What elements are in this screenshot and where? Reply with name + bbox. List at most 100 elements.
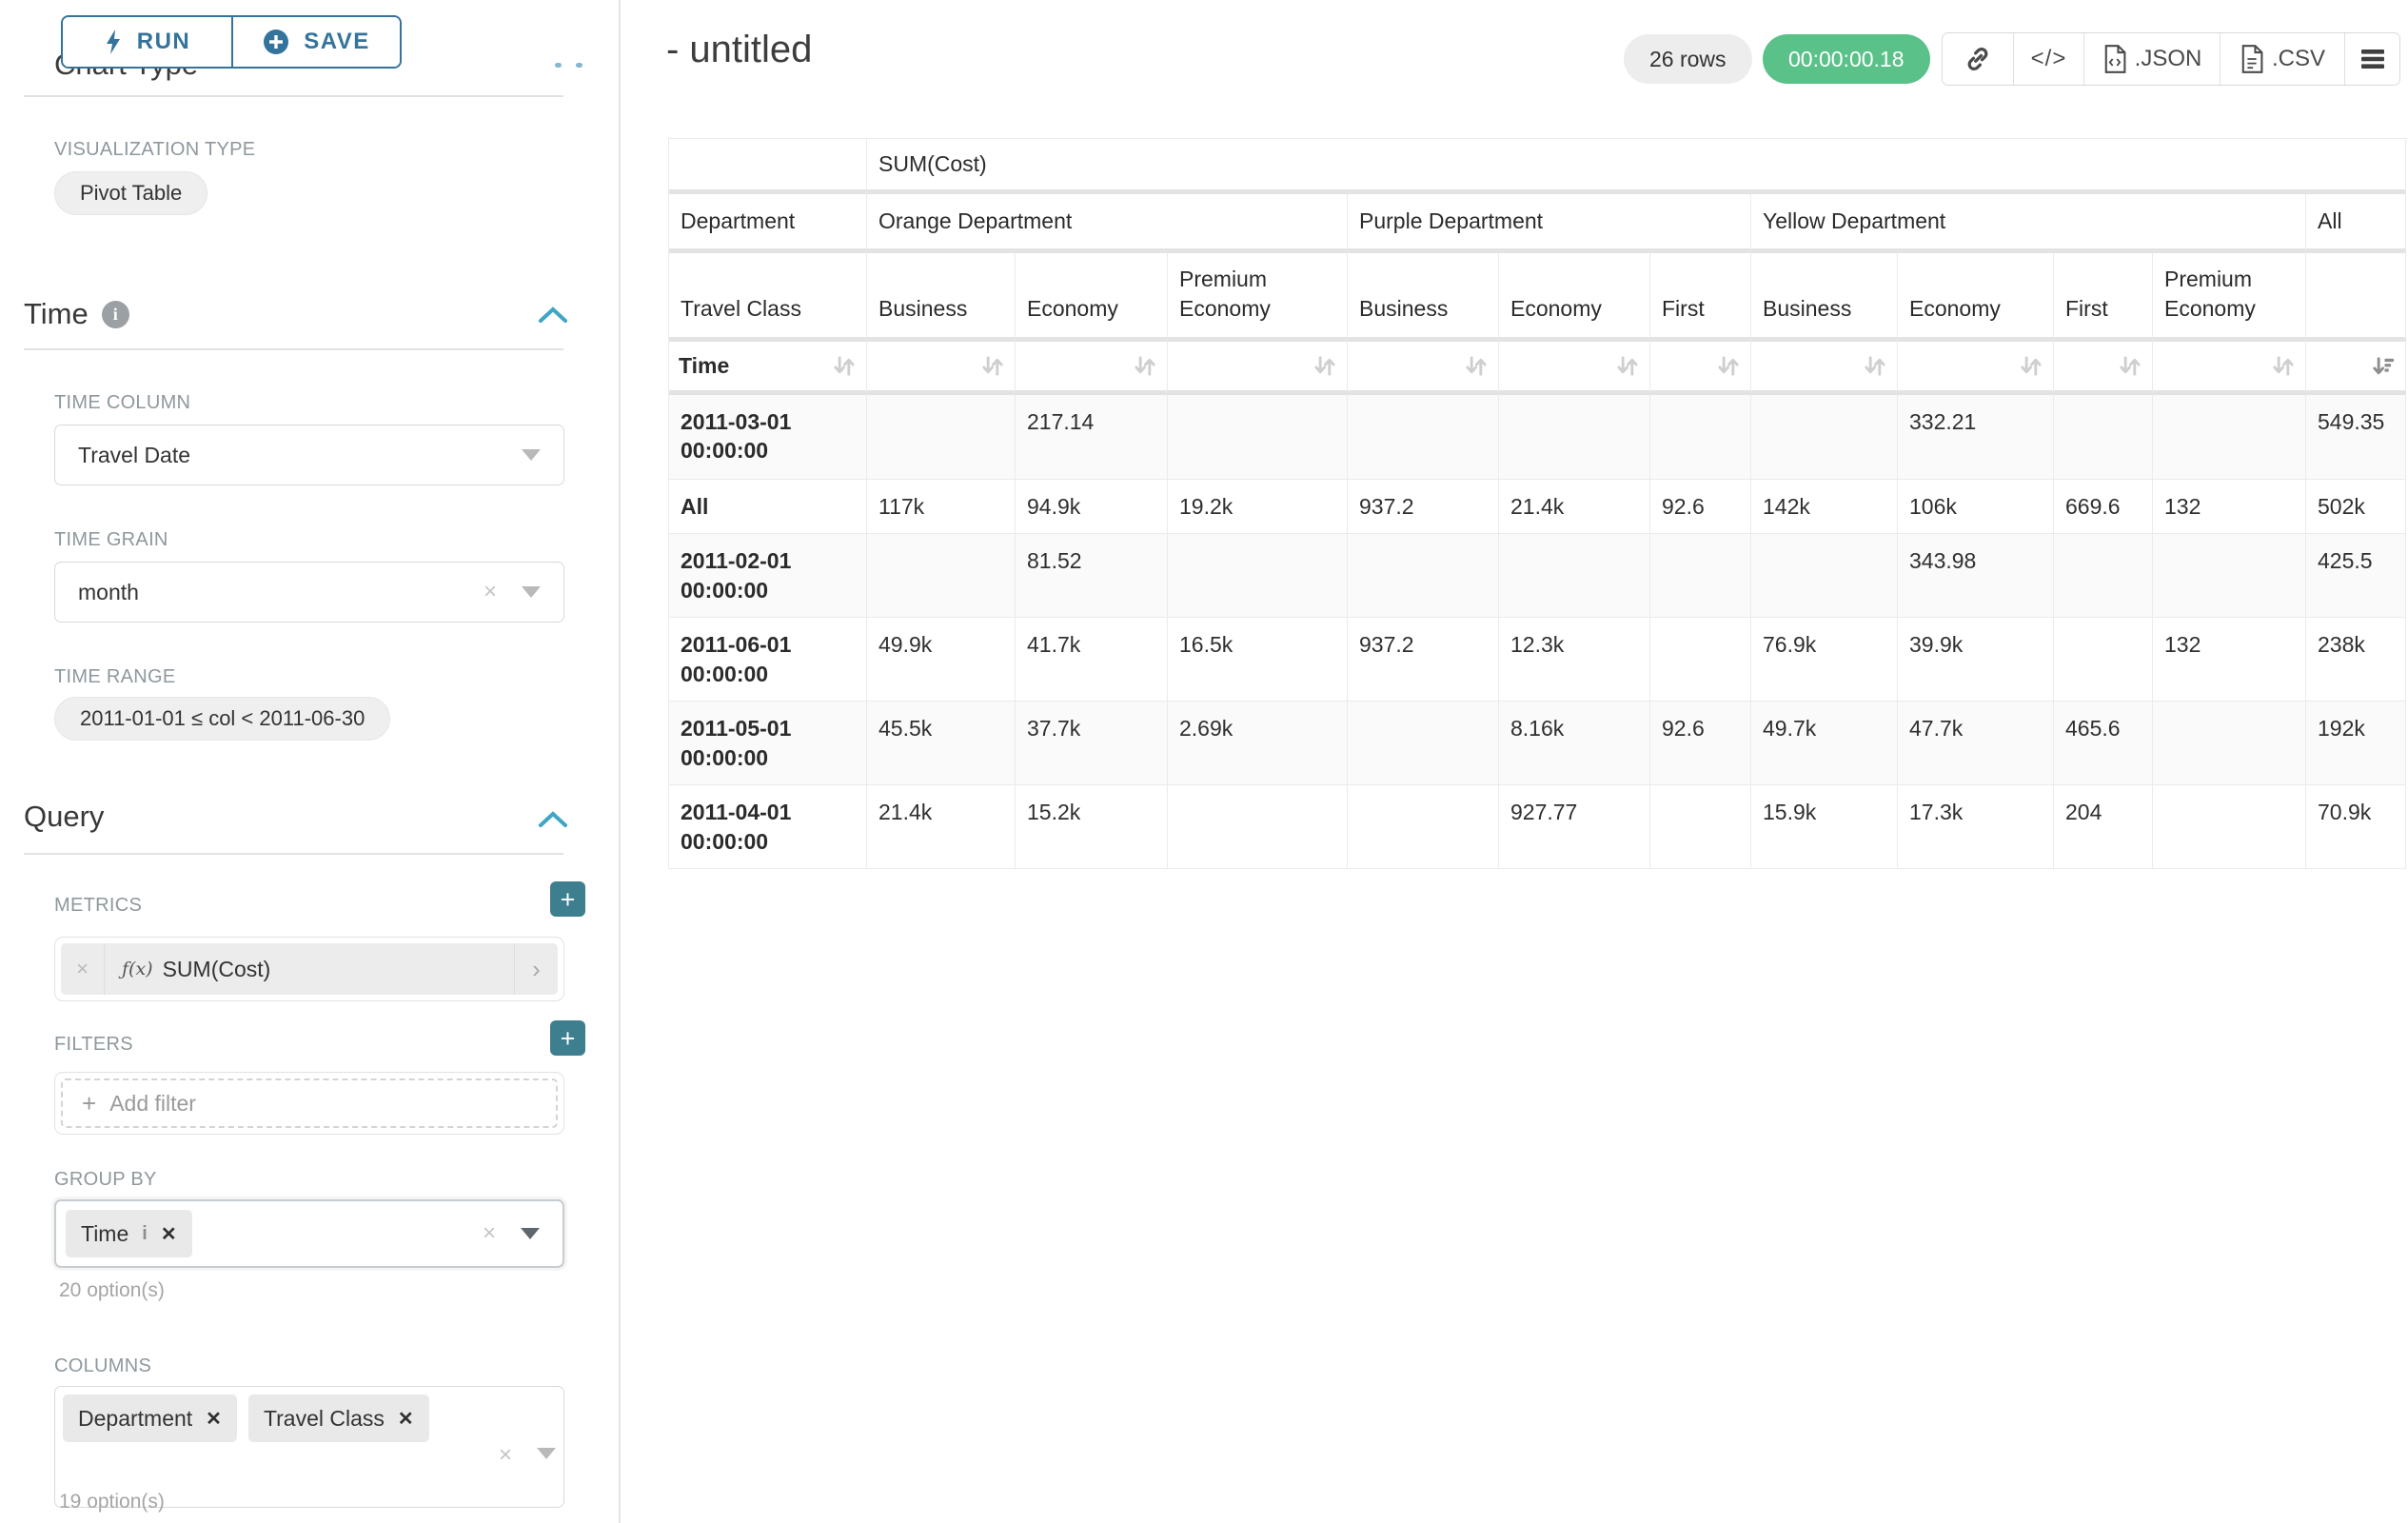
chevron-right-icon[interactable]: › <box>514 943 558 995</box>
info-icon: i <box>101 300 129 328</box>
pivot-cell <box>2153 785 2306 869</box>
remove-chip-icon[interactable]: ✕ <box>160 1223 177 1245</box>
clear-icon[interactable]: × <box>498 1442 512 1468</box>
pivot-cell <box>1499 395 1650 481</box>
group-by-options-hint: 20 option(s) <box>59 1279 165 1301</box>
pivot-sort-header <box>1016 342 1168 396</box>
pivot-column-group-header: Orange Department <box>867 194 1348 253</box>
pivot-row-dim-header: Department <box>669 194 867 253</box>
pivot-cell: 15.9k <box>1751 785 1898 869</box>
pivot-row-label: 2011-02-01 00:00:00 <box>669 534 867 619</box>
sort-icon[interactable] <box>1614 353 1640 379</box>
pivot-cell: 8.16k <box>1499 702 1650 786</box>
clear-icon[interactable]: × <box>482 1220 496 1246</box>
pivot-cell: 117k <box>867 480 1016 535</box>
pivot-cell: 425.5 <box>2306 534 2407 619</box>
columns-chip[interactable]: Department ✕ <box>63 1394 237 1442</box>
pivot-cell: 19.2k <box>1168 480 1348 535</box>
sort-desc-icon[interactable] <box>2370 353 2396 379</box>
sort-icon[interactable] <box>1463 353 1489 379</box>
filters-label: FILTERS <box>54 1034 133 1055</box>
pivot-sort-header <box>1168 342 1348 396</box>
pivot-cell: 549.35 <box>2306 395 2407 481</box>
sort-icon[interactable] <box>2018 353 2043 379</box>
sort-icon[interactable] <box>1862 353 1887 379</box>
remove-metric-icon[interactable]: × <box>61 943 105 995</box>
lightning-bolt-icon <box>104 29 123 55</box>
pivot-sort-header <box>1499 342 1650 396</box>
chevron-down-icon[interactable] <box>522 586 541 598</box>
sort-icon[interactable] <box>979 353 1005 379</box>
pivot-cell <box>1348 785 1499 869</box>
columns-chip[interactable]: Travel Class ✕ <box>247 1394 429 1442</box>
pivot-cell: 39.9k <box>1898 618 2054 702</box>
copy-link-button[interactable] <box>1943 33 2013 85</box>
sort-icon[interactable] <box>2270 353 2296 379</box>
pivot-cell: 2.69k <box>1168 702 1348 786</box>
pivot-cell <box>1751 395 1898 481</box>
pivot-column-group-header: All <box>2306 194 2407 253</box>
pivot-cell: 937.2 <box>1348 480 1499 535</box>
export-csv-button[interactable]: .CSV <box>2220 33 2344 85</box>
sort-icon[interactable] <box>1715 353 1741 379</box>
pivot-cell: 15.2k <box>1016 785 1168 869</box>
remove-chip-icon[interactable]: ✕ <box>397 1408 414 1430</box>
pivot-cell: 465.6 <box>2054 702 2153 786</box>
columns-select[interactable]: Department ✕ Travel Class ✕ × <box>54 1386 564 1508</box>
metric-chip[interactable]: × ƒ(x) SUM(Cost) › <box>61 943 558 995</box>
pivot-cell: 669.6 <box>2054 480 2153 535</box>
chart-title[interactable]: - untitled <box>666 29 813 70</box>
view-query-button[interactable]: </> <box>2013 33 2083 85</box>
filters-box: + Add filter <box>54 1072 564 1135</box>
pivot-cell: 106k <box>1898 480 2054 535</box>
collapse-query-section-button[interactable] <box>538 811 568 828</box>
collapse-time-section-button[interactable] <box>538 307 568 324</box>
viz-type-pill[interactable]: Pivot Table <box>54 171 208 215</box>
pivot-cell <box>2054 395 2153 481</box>
pivot-cell <box>867 534 1016 619</box>
pivot-cell: 132 <box>2153 480 2306 535</box>
chevron-down-icon[interactable] <box>521 1228 540 1239</box>
time-grain-label: TIME GRAIN <box>54 529 168 550</box>
pivot-sort-header <box>867 342 1016 396</box>
sort-icon[interactable] <box>831 353 857 379</box>
group-by-chip[interactable]: Time i ✕ <box>66 1210 192 1257</box>
pivot-column-header: Premium Economy <box>1168 253 1348 343</box>
sort-icon[interactable] <box>1312 353 1337 379</box>
plus-icon: + <box>82 1088 97 1118</box>
add-metric-button[interactable]: + <box>550 881 585 917</box>
more-options-button[interactable] <box>2344 33 2399 85</box>
time-column-select[interactable]: Travel Date <box>54 425 564 485</box>
function-icon: ƒ(x) <box>122 959 153 979</box>
pivot-cell <box>867 395 1016 481</box>
pivot-row-label: All <box>669 480 867 535</box>
time-range-pill[interactable]: 2011-01-01 ≤ col < 2011-06-30 <box>54 697 391 741</box>
table-row: 2011-03-01 00:00:00 217.14 332.21 549.35 <box>669 395 2407 481</box>
export-json-button[interactable]: .JSON <box>2083 33 2220 85</box>
chevron-down-icon[interactable] <box>537 1448 556 1459</box>
control-panel-sidebar: Chart Type RUN SAVE VISUALIZATION TYPE P… <box>0 0 619 1523</box>
overflow-dot-icon <box>576 63 582 68</box>
pivot-cell: 45.5k <box>867 702 1016 786</box>
pivot-cell <box>1650 395 1751 481</box>
save-button[interactable]: SAVE <box>231 17 400 67</box>
pivot-row-label: 2011-03-01 00:00:00 <box>669 395 867 481</box>
add-filter-button[interactable]: + Add filter <box>61 1078 558 1128</box>
sort-icon[interactable] <box>1132 353 1157 379</box>
pivot-sort-header <box>1348 342 1499 396</box>
time-grain-select[interactable]: month × <box>54 562 564 623</box>
remove-chip-icon[interactable]: ✕ <box>206 1408 222 1430</box>
group-by-select[interactable]: Time i ✕ × <box>54 1199 564 1268</box>
pivot-cell <box>1348 395 1499 481</box>
run-button[interactable]: RUN <box>63 17 231 67</box>
clear-icon[interactable]: × <box>483 579 497 604</box>
pivot-cell: 937.2 <box>1348 618 1499 702</box>
pivot-sort-header: Time <box>669 342 867 396</box>
add-filter-plus-button[interactable]: + <box>550 1020 585 1056</box>
chevron-down-icon[interactable] <box>522 449 541 461</box>
pivot-cell: 21.4k <box>867 785 1016 869</box>
pivot-cell: 47.7k <box>1898 702 2054 786</box>
query-section-heading: Query <box>24 800 105 833</box>
pivot-cell: 76.9k <box>1751 618 1898 702</box>
sort-icon[interactable] <box>2117 353 2142 379</box>
